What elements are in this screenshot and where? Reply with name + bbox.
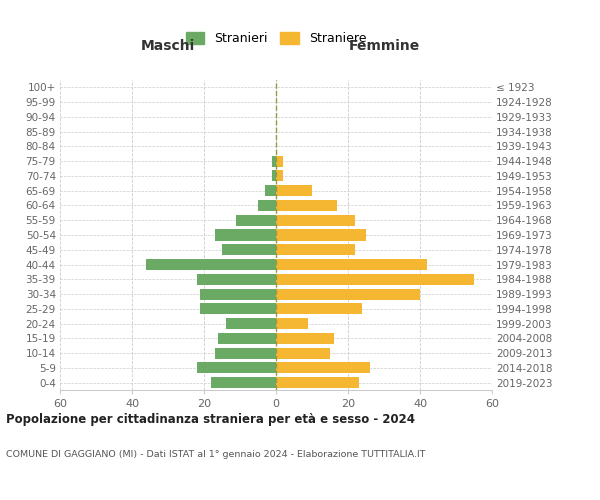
Bar: [226, 318, 276, 329]
Bar: [215, 348, 276, 358]
Bar: [197, 362, 276, 374]
Bar: [215, 230, 276, 240]
Bar: [276, 170, 283, 181]
Bar: [276, 304, 362, 314]
Bar: [276, 377, 359, 388]
Bar: [276, 214, 355, 226]
Text: Femmine: Femmine: [349, 38, 419, 52]
Bar: [276, 244, 355, 256]
Bar: [197, 274, 276, 285]
Bar: [276, 362, 370, 374]
Bar: [272, 156, 276, 166]
Bar: [276, 288, 420, 300]
Bar: [236, 214, 276, 226]
Bar: [222, 244, 276, 256]
Legend: Stranieri, Straniere: Stranieri, Straniere: [181, 28, 371, 50]
Bar: [218, 333, 276, 344]
Bar: [276, 156, 283, 166]
Bar: [276, 185, 312, 196]
Bar: [276, 348, 330, 358]
Bar: [265, 185, 276, 196]
Text: Maschi: Maschi: [141, 38, 195, 52]
Bar: [276, 200, 337, 211]
Text: COMUNE DI GAGGIANO (MI) - Dati ISTAT al 1° gennaio 2024 - Elaborazione TUTTITALI: COMUNE DI GAGGIANO (MI) - Dati ISTAT al …: [6, 450, 425, 459]
Bar: [200, 304, 276, 314]
Bar: [272, 170, 276, 181]
Bar: [276, 333, 334, 344]
Bar: [211, 377, 276, 388]
Bar: [146, 259, 276, 270]
Text: Popolazione per cittadinanza straniera per età e sesso - 2024: Popolazione per cittadinanza straniera p…: [6, 412, 415, 426]
Bar: [276, 274, 474, 285]
Bar: [276, 259, 427, 270]
Bar: [258, 200, 276, 211]
Bar: [276, 230, 366, 240]
Bar: [276, 318, 308, 329]
Bar: [200, 288, 276, 300]
